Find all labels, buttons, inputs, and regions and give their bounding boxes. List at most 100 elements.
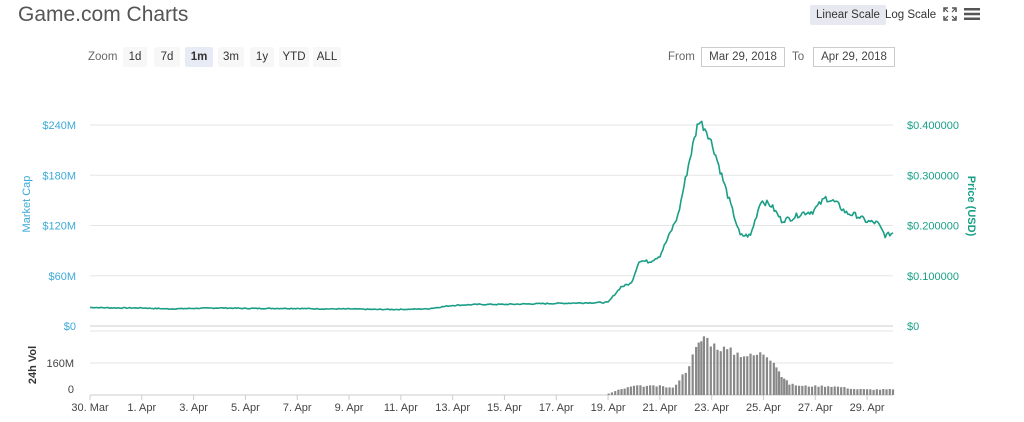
x-tick-label: 11. Apr bbox=[384, 402, 418, 414]
x-tick-label: 23. Apr bbox=[694, 402, 729, 414]
x-tick-label: 19. Apr bbox=[591, 402, 626, 414]
volume-bar bbox=[719, 351, 722, 395]
volume-bar bbox=[623, 388, 626, 395]
volume-bar bbox=[709, 346, 712, 395]
zoom-3m-button[interactable]: 3m bbox=[218, 47, 244, 67]
volume-bar bbox=[742, 356, 746, 395]
volume-bar bbox=[688, 366, 691, 395]
volume-bar bbox=[749, 353, 752, 395]
volume-bar bbox=[607, 393, 610, 395]
x-tick-label: 1. Apr bbox=[127, 402, 156, 414]
x-tick-label: 21. Apr bbox=[642, 402, 677, 414]
volume-bar bbox=[691, 354, 694, 395]
volume-bar bbox=[639, 385, 642, 395]
volume-bar bbox=[752, 355, 755, 395]
volume-bar bbox=[849, 388, 853, 395]
price-tick-label: $0.400000 bbox=[907, 120, 959, 132]
volume-bar bbox=[655, 386, 658, 395]
volume-bar bbox=[862, 389, 865, 395]
x-tick-label: 15. Apr bbox=[487, 402, 522, 414]
volume-bar bbox=[668, 387, 671, 395]
price-tick-label: $0.300000 bbox=[907, 170, 959, 182]
market-cap-tick-label: $0 bbox=[64, 321, 76, 333]
linear-scale-button[interactable]: Linear Scale bbox=[810, 5, 886, 25]
volume-bar bbox=[674, 384, 678, 395]
volume-bar bbox=[801, 385, 804, 395]
zoom-7d-button[interactable]: 7d bbox=[154, 47, 180, 67]
to-date-input[interactable]: Apr 29, 2018 bbox=[813, 47, 895, 67]
volume-bar bbox=[610, 392, 614, 395]
volume-bar bbox=[823, 386, 827, 395]
volume-bar bbox=[706, 337, 709, 395]
volume-bar bbox=[780, 377, 783, 395]
log-scale-button[interactable]: Log Scale bbox=[885, 9, 937, 21]
volume-bar bbox=[856, 389, 859, 395]
volume-bar bbox=[891, 389, 895, 395]
volume-bar bbox=[746, 356, 749, 395]
volume-bar bbox=[695, 346, 698, 395]
volume-bar bbox=[678, 380, 681, 395]
x-tick-label: 9. Apr bbox=[335, 402, 364, 414]
x-tick-label: 27. Apr bbox=[798, 402, 833, 414]
volume-bar bbox=[869, 389, 872, 395]
volume-bar bbox=[762, 354, 765, 395]
volume-bar bbox=[772, 362, 775, 395]
market-cap-tick-label: $60M bbox=[48, 271, 76, 283]
zoom-1d-button[interactable]: 1d bbox=[123, 47, 147, 67]
volume-bar bbox=[642, 386, 645, 395]
from-date-input[interactable]: Mar 29, 2018 bbox=[701, 47, 785, 67]
x-tick-label: 29. Apr bbox=[850, 402, 885, 414]
volume-bar bbox=[785, 380, 788, 395]
volume-bar bbox=[878, 389, 882, 395]
volume-bar bbox=[827, 386, 830, 395]
to-label: To bbox=[792, 51, 805, 63]
zoom-ytd-button[interactable]: YTD bbox=[279, 47, 309, 67]
fullscreen-icon[interactable] bbox=[943, 7, 957, 21]
price-tick-label: $0 bbox=[907, 321, 919, 333]
volume-bar bbox=[765, 357, 769, 395]
chart-title: Game.com Charts bbox=[18, 3, 189, 26]
x-tick-label: 13. Apr bbox=[435, 402, 470, 414]
volume-tick-label: 160M bbox=[46, 358, 74, 370]
volume-bar bbox=[713, 343, 716, 395]
volume-bar bbox=[645, 385, 649, 395]
market-cap-tick-label: $120M bbox=[42, 221, 76, 233]
zoom-1y-button[interactable]: 1y bbox=[250, 47, 274, 67]
volume-bar bbox=[783, 378, 786, 395]
menu-icon[interactable] bbox=[964, 7, 980, 21]
volume-bar bbox=[820, 385, 823, 395]
volume-bar bbox=[700, 341, 703, 395]
volume-bar bbox=[755, 354, 759, 395]
volume-axis-title: 24h Vol bbox=[27, 346, 39, 384]
volume-bar bbox=[716, 349, 719, 395]
volume-tick-label: 0 bbox=[68, 384, 74, 396]
zoom-1m-button[interactable]: 1m bbox=[185, 47, 213, 67]
zoom-all-button[interactable]: ALL bbox=[313, 47, 341, 67]
price-tick-label: $0.200000 bbox=[907, 221, 959, 233]
volume-bar bbox=[788, 384, 791, 395]
x-tick-label: 3. Apr bbox=[179, 402, 208, 414]
volume-bar bbox=[626, 387, 629, 395]
volume-bar bbox=[614, 391, 617, 395]
volume-bar bbox=[885, 389, 888, 395]
volume-bar bbox=[681, 374, 684, 395]
volume-bar bbox=[697, 342, 700, 395]
volume-bar bbox=[830, 386, 833, 395]
x-tick-label: 5. Apr bbox=[231, 402, 260, 414]
volume-bar bbox=[736, 352, 739, 395]
volume-bar bbox=[846, 388, 849, 395]
volume-bar bbox=[658, 385, 661, 395]
x-tick-label: 25. Apr bbox=[746, 402, 781, 414]
market-cap-axis-title: Market Cap bbox=[21, 176, 33, 233]
x-tick-label: 17. Apr bbox=[539, 402, 574, 414]
volume-bar bbox=[620, 389, 623, 395]
volume-bar bbox=[875, 389, 878, 395]
price-series-line bbox=[90, 120, 894, 311]
volume-bar bbox=[865, 389, 869, 395]
volume-bar bbox=[629, 386, 632, 395]
volume-bar bbox=[794, 385, 797, 395]
x-tick-label: 30. Mar bbox=[71, 402, 109, 414]
volume-bar bbox=[836, 386, 840, 395]
volume-bar bbox=[702, 336, 706, 395]
volume-bar bbox=[775, 367, 778, 395]
